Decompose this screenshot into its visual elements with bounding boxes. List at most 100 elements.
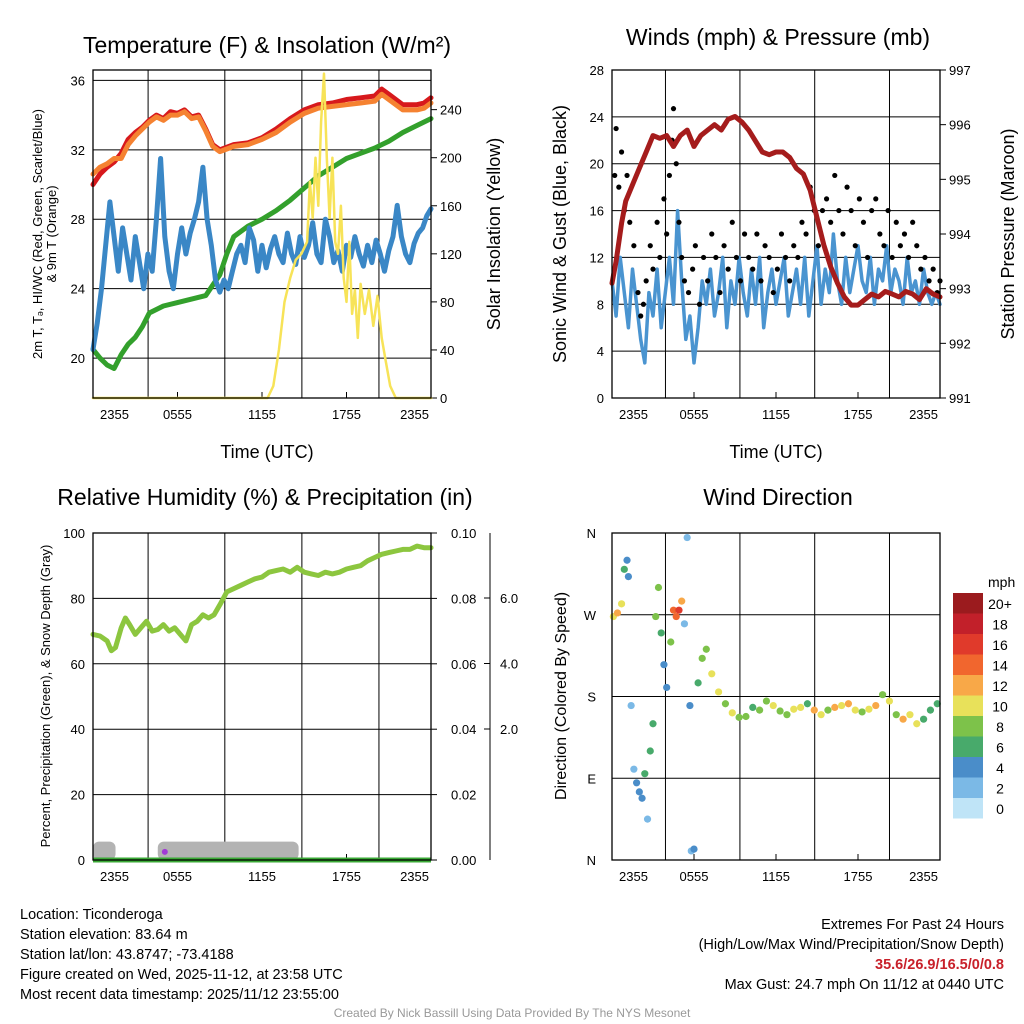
y-tick-label: 0 [597,391,604,406]
plot-frame [611,69,941,399]
legend-label: 6 [996,740,1004,756]
gust-point [799,219,805,225]
direction-point [872,701,880,710]
gust-point [692,243,698,249]
y2-tick-label: 0.02 [451,788,476,803]
dir-panel-title: Wind Direction [703,484,853,510]
direction-point [617,600,626,608]
gust-point [803,231,809,237]
direction-point [686,701,694,710]
direction-point [702,645,710,653]
direction-point [646,747,654,755]
gust-point [860,219,867,225]
direction-point [838,701,846,710]
direction-point [683,533,691,542]
series-line-station-pressure [609,114,943,308]
direction-point [851,706,859,714]
x-tick-label: 2355 [100,407,129,422]
direction-point [728,709,736,717]
gust-point [918,266,924,272]
gust-point [881,243,887,249]
extremes-info: Extremes For Past 24 Hours (High/Low/Max… [699,915,1004,995]
gust-point [828,219,834,225]
legend-title: mph [988,574,1015,590]
direction-point [620,565,628,573]
gust-point [713,254,719,261]
gust-point [844,184,850,190]
temp-ylabel-line2: & 9m T (Orange) [44,185,59,282]
gust-point [762,243,768,249]
direction-point [623,556,631,564]
direction-point [657,629,665,637]
gust-point [643,278,649,284]
direction-point [776,707,784,715]
direction-point [654,583,663,592]
series-line-9m-t [90,91,434,177]
direction-point [913,720,921,728]
legend-label: 8 [996,719,1004,735]
direction-point [879,691,887,699]
direction-point [638,794,646,802]
gust-point [778,231,785,237]
wind-xlabel: Time (UTC) [729,442,822,462]
gust-point [819,207,826,214]
gust-point [705,278,711,284]
y-tick-label: S [587,690,596,705]
y2-tick-label: 0.06 [451,657,476,672]
direction-point [817,711,825,719]
temp-ylabel-right: Solar Insolation (Yellow) [484,138,504,330]
gust-point [750,266,756,272]
gust-point [815,243,821,249]
direction-point [624,573,633,581]
direction-point [641,770,649,778]
plot-frame [611,532,941,861]
direction-point [633,779,641,787]
gust-point [650,266,656,272]
y-tick-label: 20 [71,351,85,366]
direction-point [690,845,698,853]
gust-point [640,301,647,307]
temp-ylabel-line1: 2m T, Tₔ, HI/WC (Red, Green, Scarlet/Blu… [30,109,45,359]
elevation: Station elevation: 83.64 m [20,927,188,943]
x-tick-label: 1155 [248,407,276,422]
temp-xlabel: Time (UTC) [220,442,313,462]
y-tick-label: 8 [597,297,604,312]
x-tick-label: 1155 [762,407,790,422]
gust-point [673,161,679,167]
gust-point [685,289,692,296]
gust-point [770,289,776,296]
series-line-dewpoint [90,116,434,371]
y2-tick-label: 240 [440,103,462,118]
y2-tick-label: 0.00 [451,853,476,868]
y2-tick-label: 992 [949,336,971,351]
direction-point [635,788,643,796]
gust-point [709,231,715,237]
gust-point [885,207,891,214]
y-tick-label: N [587,853,596,868]
snow-depth-bar [157,841,299,860]
gust-point [901,231,908,237]
series-line-sonic-wind [610,208,942,365]
direction-point [675,606,683,614]
direction-point [756,706,764,714]
gust-point [690,266,696,272]
direction-point [708,670,716,678]
x-tick-label: 1755 [332,407,361,422]
y-tick-label: N [587,526,596,541]
gust-point [661,196,667,202]
gust-point [910,219,916,225]
direction-point [698,654,706,662]
gust-point [754,231,760,237]
direction-point [831,703,839,712]
x-tick-label: 0555 [163,407,192,422]
gust-point [836,207,842,214]
y2-tick-label: 993 [949,282,971,297]
gust-point [795,254,801,261]
gust-point [670,106,677,112]
x-tick-label: 0555 [680,869,709,884]
recent-timestamp: Most recent data timestamp: 2025/11/12 2… [20,987,339,1003]
y3-tick-label: 2.0 [500,722,518,737]
legend-label: 12 [992,678,1008,694]
legend-label: 16 [992,637,1008,653]
